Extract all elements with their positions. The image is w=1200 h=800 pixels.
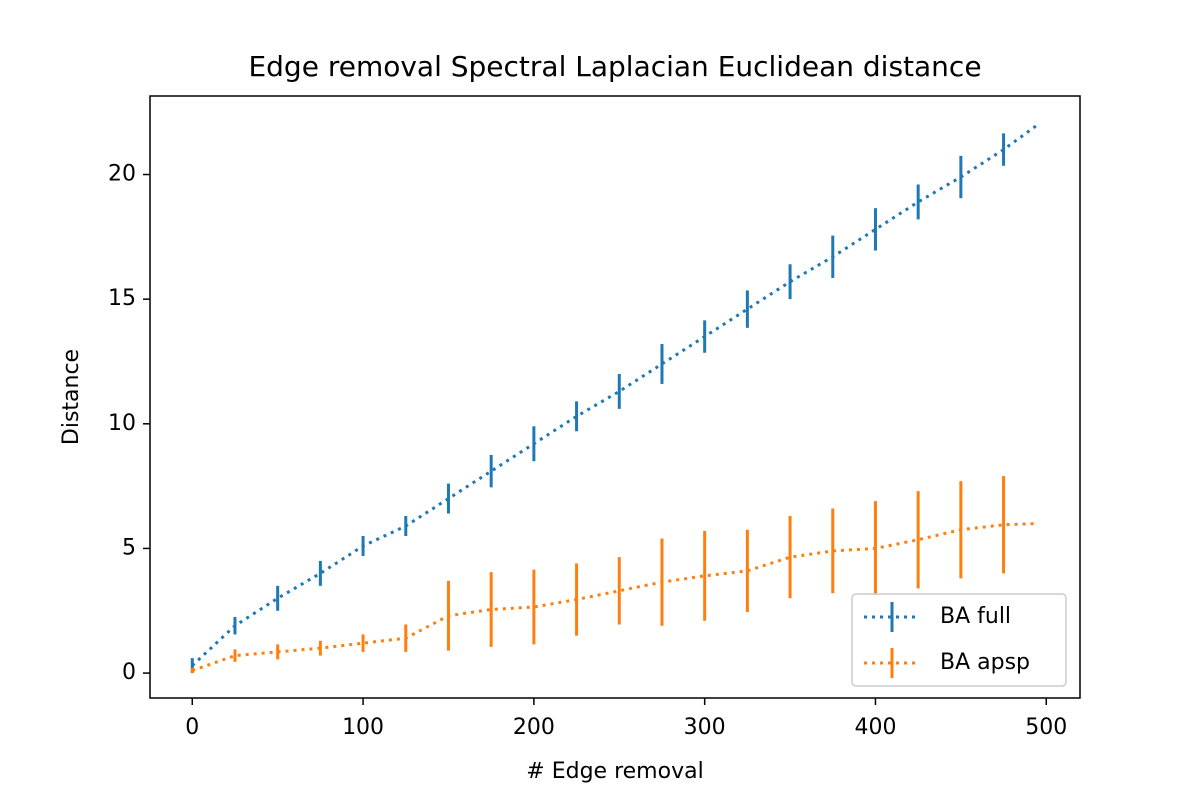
chart-title: Edge removal Spectral Laplacian Euclidea… <box>248 50 981 83</box>
legend-label: BA apsp <box>940 650 1030 675</box>
plot-frame <box>149 95 1081 699</box>
series-line <box>191 522 1038 672</box>
x-tick-label: 200 <box>513 715 555 740</box>
y-axis-label: Distance <box>59 349 84 445</box>
y-tick-label: 15 <box>108 286 136 311</box>
x-tick-label: 400 <box>854 715 896 740</box>
legend-label: BA full <box>940 604 1011 629</box>
y-tick-label: 10 <box>108 411 136 436</box>
x-tick-label: 100 <box>342 715 384 740</box>
x-tick-label: 0 <box>185 715 199 740</box>
x-tick-label: 500 <box>1025 715 1067 740</box>
y-tick-label: 5 <box>122 535 136 560</box>
y-tick-label: 20 <box>108 162 136 187</box>
x-axis-label: # Edge removal <box>526 759 703 784</box>
y-tick-label: 0 <box>122 660 136 685</box>
x-tick-label: 300 <box>684 715 726 740</box>
